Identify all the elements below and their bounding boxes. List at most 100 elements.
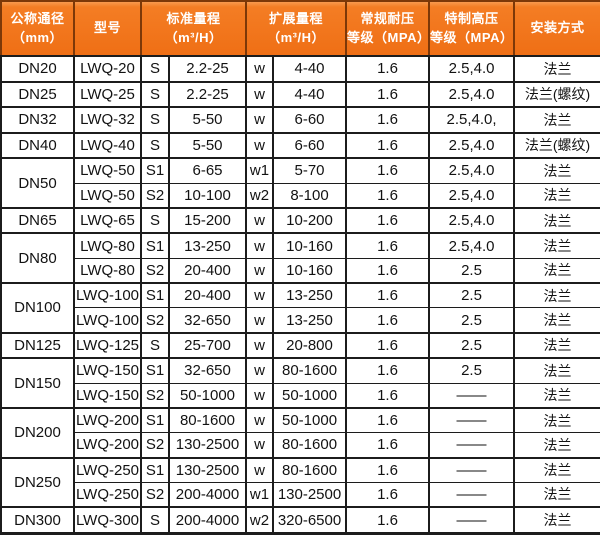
- cell-model: LWQ-125: [73, 331, 142, 359]
- header-line: （mm）: [11, 29, 64, 45]
- cell-extended-code: w: [245, 432, 275, 458]
- cell-pressure-regular: 1.6: [345, 106, 431, 134]
- cell-extended-code: w: [245, 456, 275, 483]
- cell-extended-code: w: [245, 80, 275, 108]
- table-row: LWQ-200 S2 130-2500 w 80-1600 1.6 —— 法兰: [1, 432, 600, 458]
- cell-pressure-regular: 1.6: [345, 456, 431, 483]
- cell-diameter: DN40: [0, 131, 75, 159]
- cell-model: LWQ-80: [73, 257, 142, 284]
- table-row: LWQ-250 S2 200-4000 w1 130-2500 1.6 —— 法兰: [1, 481, 600, 508]
- cell-extended-code: w: [245, 131, 275, 159]
- cell-pressure-high: 2.5,4.0,: [428, 106, 516, 134]
- cell-extended-range: 8-100: [272, 182, 348, 209]
- cell-extended-code: w: [245, 55, 275, 83]
- cell-model: LWQ-20: [73, 55, 142, 83]
- cell-standard-range: 80-1600: [167, 406, 248, 434]
- header-model: 型号: [73, 0, 142, 57]
- cell-extended-code: w1: [245, 157, 275, 184]
- cell-install: 法兰: [513, 282, 600, 309]
- cell-extended-code: w: [245, 307, 275, 334]
- cell-standard-range: 13-250: [167, 232, 248, 259]
- cell-extended-range: 6-60: [272, 106, 348, 134]
- cell-model: LWQ-100: [73, 282, 142, 309]
- cell-pressure-regular: 1.6: [345, 182, 431, 209]
- cell-standard-code: S: [140, 206, 170, 234]
- table-row: DN300 LWQ-300 S 200-4000 w2 320-6500 1.6 —— 法兰: [0, 506, 600, 535]
- cell-model: LWQ-80: [73, 232, 142, 259]
- cell-model: LWQ-50: [73, 182, 142, 209]
- header-line: 特制高压: [444, 10, 499, 26]
- cell-diameter: DN25: [0, 80, 75, 108]
- cell-pressure-high: 2.5: [428, 307, 516, 334]
- cell-pressure-regular: 1.6: [345, 432, 431, 458]
- cell-model: LWQ-100: [73, 307, 142, 334]
- cell-standard-range: 2.2-25: [167, 80, 248, 108]
- cell-diameter: DN20: [0, 55, 75, 83]
- cell-extended-range: 13-250: [272, 282, 348, 309]
- cell-standard-code: S2: [140, 432, 170, 458]
- cell-extended-code: w: [245, 282, 275, 309]
- cell-install: 法兰: [513, 481, 600, 508]
- cell-standard-code: S: [140, 106, 170, 134]
- cell-extended-code: w: [245, 106, 275, 134]
- cell-standard-code: S2: [140, 307, 170, 334]
- cell-install: 法兰: [513, 406, 600, 434]
- cell-standard-code: S1: [140, 282, 170, 309]
- cell-extended-code: w: [245, 206, 275, 234]
- header-line: 等级（MPA）: [347, 29, 430, 45]
- cell-extended-range: 4-40: [272, 55, 348, 83]
- header-line: （m³/H）: [267, 29, 325, 45]
- cell-standard-range: 2.2-25: [167, 55, 248, 83]
- header-line: 安装方式: [530, 20, 585, 36]
- cell-standard-range: 130-2500: [167, 432, 248, 458]
- cell-install: 法兰: [513, 257, 600, 284]
- cell-install: 法兰: [513, 106, 600, 134]
- header-install-method: 安装方式: [513, 0, 600, 57]
- cell-pressure-high: ——: [428, 506, 516, 535]
- table-row: DN80 LWQ-80 S1 13-250 w 10-160 1.6 2.5,4.0 法兰: [0, 232, 600, 284]
- cell-standard-code: S: [140, 131, 170, 159]
- cell-pressure-high: ——: [428, 432, 516, 458]
- cell-standard-code: S: [140, 331, 170, 359]
- cell-model: LWQ-150: [73, 357, 142, 384]
- table-row: DN150 LWQ-150 S1 32-650 w 80-1600 1.6 2.5 法兰: [0, 357, 600, 409]
- cell-pressure-high: 2.5: [428, 257, 516, 284]
- cell-pressure-regular: 1.6: [345, 131, 431, 159]
- cell-pressure-regular: 1.6: [345, 331, 431, 359]
- cell-model: LWQ-250: [73, 456, 142, 483]
- cell-standard-range: 5-50: [167, 106, 248, 134]
- table-row: DN25 LWQ-25 S 2.2-25 w 4-40 1.6 2.5,4.0 法兰(螺纹): [0, 80, 600, 108]
- cell-model: LWQ-65: [73, 206, 142, 234]
- cell-extended-range: 50-1000: [272, 406, 348, 434]
- cell-standard-range: 200-4000: [167, 481, 248, 508]
- header-line: 扩展量程: [269, 10, 324, 26]
- cell-install: 法兰: [513, 331, 600, 359]
- table-row: LWQ-100 S2 32-650 w 13-250 1.6 2.5 法兰: [1, 307, 600, 334]
- cell-extended-range: 10-200: [272, 206, 348, 234]
- cell-standard-code: S2: [140, 481, 170, 508]
- cell-pressure-high: 2.5,4.0: [428, 131, 516, 159]
- table-row: DN65 LWQ-65 S 15-200 w 10-200 1.6 2.5,4.0 法兰: [0, 206, 600, 234]
- cell-pressure-regular: 1.6: [345, 232, 431, 259]
- cell-install: 法兰: [513, 382, 600, 409]
- table-row: DN125 LWQ-125 S 25-700 w 20-800 1.6 2.5 法兰: [0, 331, 600, 359]
- cell-diameter: DN80: [0, 232, 75, 284]
- cell-standard-code: S2: [140, 182, 170, 209]
- cell-model: LWQ-300: [73, 506, 142, 535]
- cell-extended-code: w: [245, 331, 275, 359]
- cell-model: LWQ-150: [73, 382, 142, 409]
- cell-pressure-regular: 1.6: [345, 307, 431, 334]
- cell-extended-range: 320-6500: [272, 506, 348, 535]
- cell-install: 法兰: [513, 232, 600, 259]
- header-line: 常规耐压: [360, 10, 415, 26]
- cell-pressure-regular: 1.6: [345, 55, 431, 83]
- cell-pressure-high: 2.5,4.0: [428, 157, 516, 184]
- cell-pressure-high: 2.5,4.0: [428, 182, 516, 209]
- table-row: DN250 LWQ-250 S1 130-2500 w 80-1600 1.6 —— 法兰: [0, 456, 600, 508]
- cell-standard-range: 20-400: [167, 257, 248, 284]
- cell-extended-code: w: [245, 382, 275, 409]
- cell-standard-code: S2: [140, 257, 170, 284]
- cell-extended-code: w2: [245, 506, 275, 535]
- cell-diameter: DN50: [0, 157, 75, 209]
